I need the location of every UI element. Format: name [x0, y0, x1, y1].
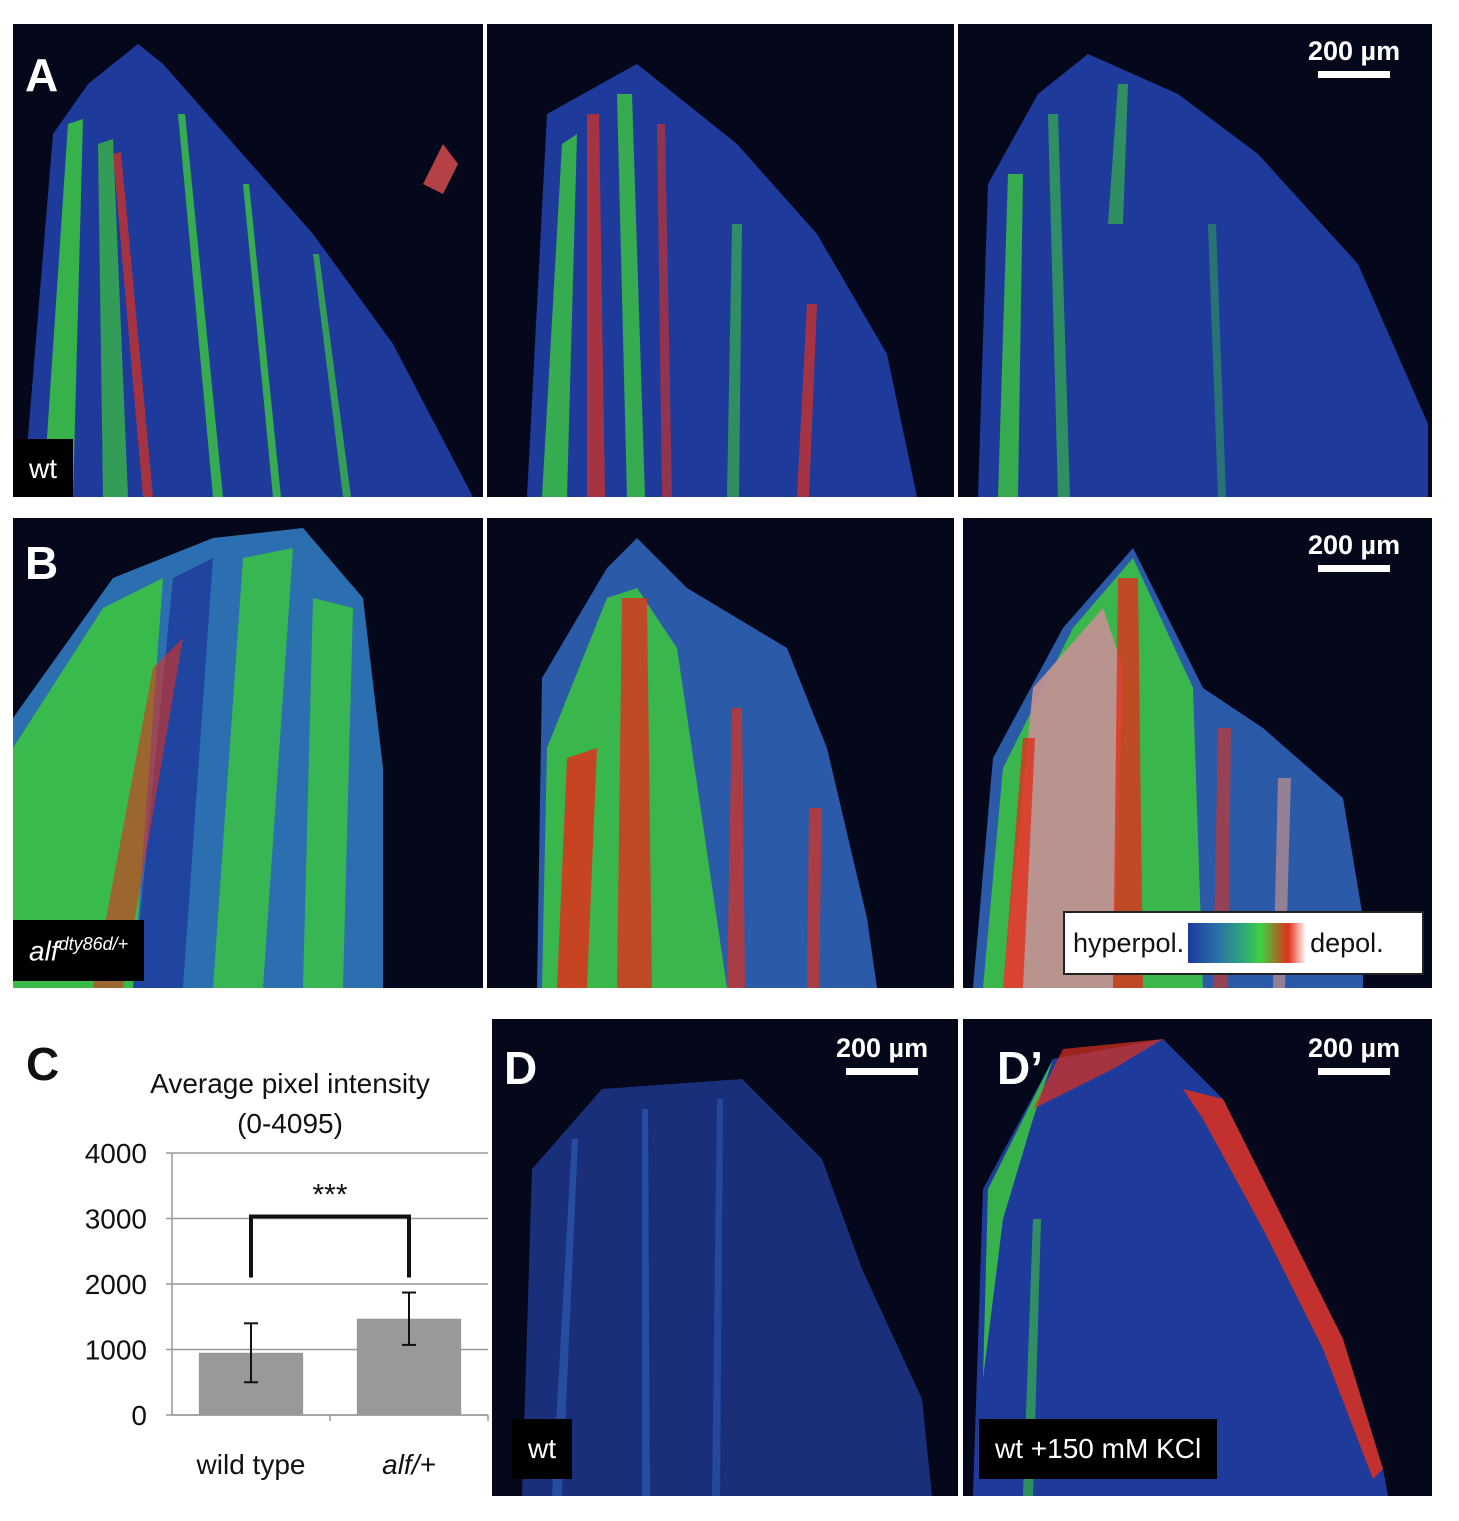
y-tick-label: 1000 — [85, 1335, 147, 1366]
y-tick-label: 4000 — [85, 1138, 147, 1169]
scale-bar-line — [1318, 565, 1391, 572]
scale-bar-line — [846, 1068, 919, 1075]
legend-left-label: hyperpol. — [1073, 927, 1185, 958]
panel-a-image-1: A wt — [13, 24, 483, 497]
panel-d-image: D 200 µm wt — [492, 1019, 958, 1496]
significance-label: *** — [312, 1179, 347, 1212]
tissue-image — [973, 548, 1363, 988]
tissue-image — [973, 1039, 1388, 1496]
panel-b-image-1: B alfdty86d/+ — [13, 518, 483, 988]
scale-bar: 200 µm — [1308, 1033, 1400, 1075]
panel-letter-dprime: D’ — [997, 1042, 1043, 1094]
scale-bar-label: 200 µm — [1308, 1033, 1401, 1063]
significance-bracket — [249, 1214, 411, 1278]
scale-bar-label: 200 µm — [836, 1033, 929, 1063]
chart-subtitle: (0-4095) — [237, 1108, 343, 1139]
scale-bar-line — [1318, 1068, 1391, 1075]
treatment-label: wt +150 mM KCl — [979, 1419, 1218, 1479]
panel-dprime-image: D’ 200 µm wt +150 mM KCl — [963, 1019, 1432, 1496]
scale-bar-label: 200 µm — [1308, 36, 1401, 66]
y-tick-label: 2000 — [85, 1269, 147, 1300]
panel-letter-d: D — [504, 1042, 538, 1094]
scale-bar-line — [1318, 71, 1391, 78]
color-legend: hyperpol. depol. — [1063, 911, 1424, 975]
chart-title: Average pixel intensity — [150, 1068, 430, 1099]
panel-letter-a: A — [25, 49, 59, 101]
legend-right-label: depol. — [1310, 927, 1384, 958]
scale-bar: 200 µm — [1308, 530, 1400, 572]
genotype-label: wt — [13, 439, 73, 497]
panel-b-image-2 — [487, 518, 954, 988]
tissue-image — [537, 538, 877, 988]
tissue-image — [978, 54, 1428, 497]
panel-letter-c: C — [26, 1038, 60, 1090]
scale-bar: 200 µm — [1308, 36, 1400, 78]
y-tick-label: 3000 — [85, 1204, 147, 1235]
y-tick-label: 0 — [131, 1400, 147, 1431]
legend-gradient — [1188, 923, 1307, 963]
genotype-name: alf — [29, 935, 59, 967]
panel-a-image-3: 200 µm — [958, 24, 1432, 497]
panel-letter-b: B — [25, 537, 59, 589]
tissue-image — [527, 64, 917, 497]
bar-chart: 4000 3000 2000 1000 0 wild type alf/+ *** — [85, 1138, 489, 1480]
tissue-image — [13, 528, 383, 988]
panel-b-image-3: 200 µm hyperpol. depol. — [963, 518, 1432, 988]
scale-bar-label: 200 µm — [1308, 530, 1401, 560]
genotype-allele: dty86d/+ — [58, 934, 129, 954]
scale-bar: 200 µm — [836, 1033, 928, 1075]
genotype-label: alfdty86d/+ — [13, 920, 145, 982]
panel-a-image-2 — [487, 24, 954, 497]
x-tick-label: alf/+ — [382, 1449, 436, 1480]
tissue-image — [522, 1079, 932, 1496]
x-tick-label: wild type — [196, 1449, 306, 1480]
genotype-label: wt — [512, 1419, 572, 1479]
tissue-image — [23, 44, 473, 497]
